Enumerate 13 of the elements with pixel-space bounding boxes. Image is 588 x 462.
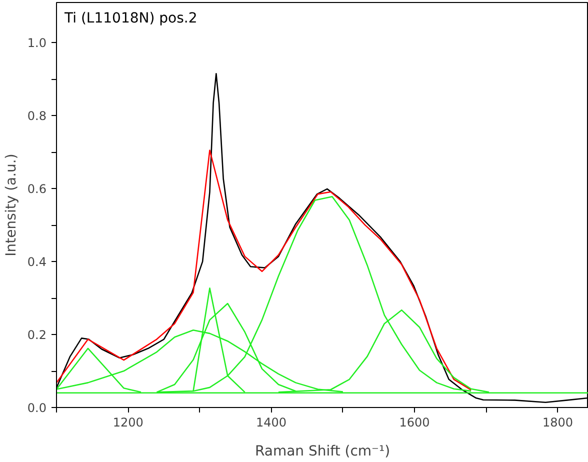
x-tick-label: 1200 [112,416,144,430]
y-tick-label: 1.0 [27,36,47,50]
y-tick-label: 0.4 [27,255,47,270]
text: Ti (L11018N) pos.2 [64,10,198,26]
y-tick-label: 0.6 [27,182,47,196]
x-tick-label: 1600 [399,416,430,430]
x-tick-label: 1800 [542,416,573,430]
y-tick-label: 0.2 [27,328,47,342]
x-axis-title: Raman Shift (cm⁻¹) [254,444,390,460]
y-tick-label: 0.0 [27,401,47,415]
y-axis-title: Intensity (a.u.) [3,154,20,256]
y-tick-label: 0.8 [27,109,47,124]
x-tick-label: 1400 [256,416,287,430]
